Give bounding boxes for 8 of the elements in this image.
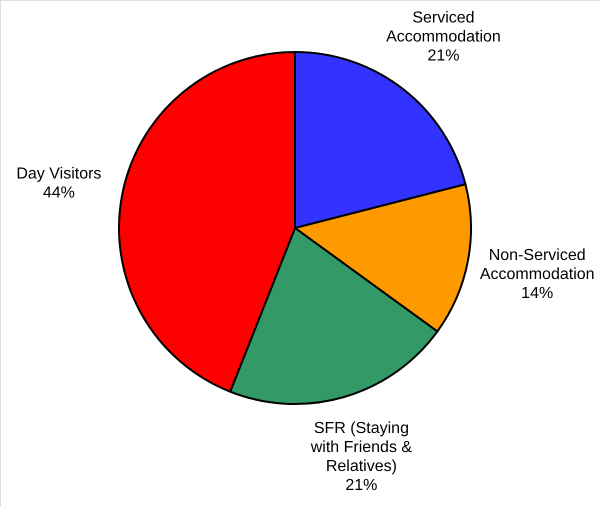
- data-label: 14%: [521, 285, 554, 302]
- data-label: 21%: [345, 477, 378, 494]
- data-label: 21%: [427, 48, 460, 65]
- slice-label: Day Visitors: [16, 165, 102, 182]
- data-label: 44%: [42, 184, 75, 202]
- slice-label: Non-Serviced Accommodation: [480, 247, 595, 284]
- slice-label: SFR (Staying with Friends & Relatives): [310, 420, 412, 476]
- slice-label: Serviced Accommodation: [386, 10, 501, 46]
